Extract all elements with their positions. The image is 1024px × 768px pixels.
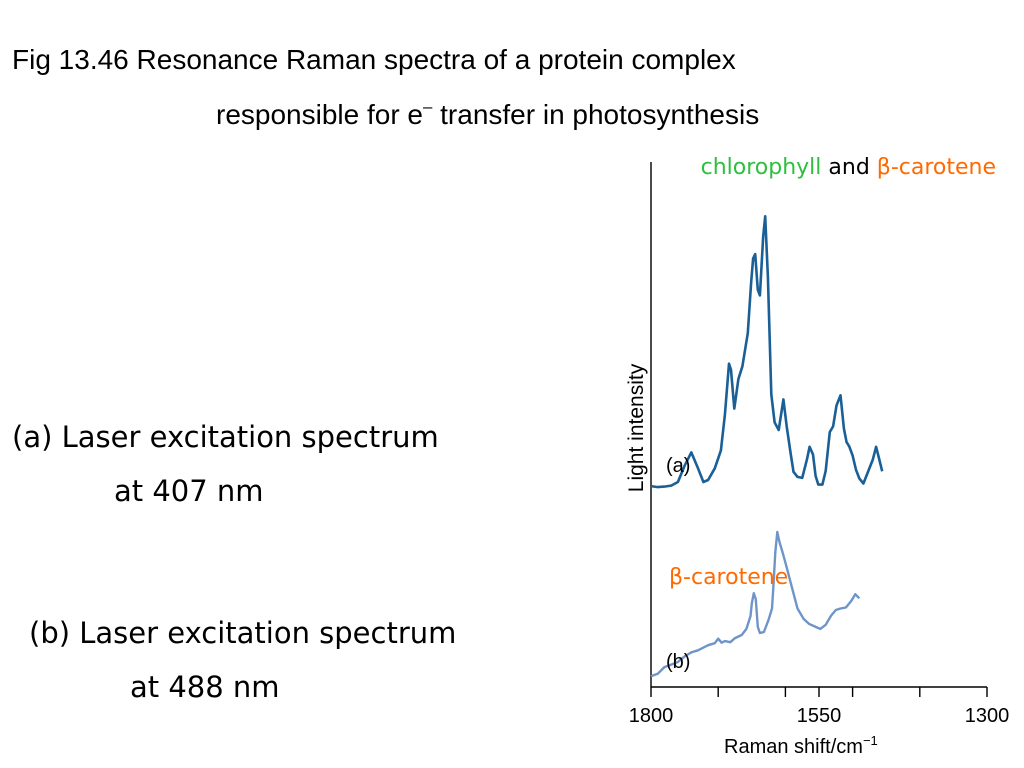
y-axis-label: Light intensity xyxy=(625,363,648,492)
caption-a-line-2: at 407 nm xyxy=(114,474,264,508)
x-axis-label: Raman shift/cm−1 xyxy=(724,733,878,758)
title-electron-superscript: – xyxy=(423,97,433,116)
figure-title-line-2: responsible for e– transfer in photosynt… xyxy=(216,97,759,131)
x-axis-label-text: Raman shift/cm xyxy=(724,736,863,758)
x-tick-label-1300: 1300 xyxy=(965,705,1010,727)
annotation-beta-carotene-mid: β-carotene xyxy=(669,565,788,590)
annotation-space-1 xyxy=(821,155,828,180)
x-axis-label-superscript: −1 xyxy=(863,733,878,748)
top-annotation: chlorophyll and β-carotene xyxy=(701,155,996,180)
figure-title-line-1: Fig 13.46 Resonance Raman spectra of a p… xyxy=(12,44,736,75)
annotation-chlorophyll: chlorophyll xyxy=(701,155,822,180)
caption-b-line-1: (b) Laser excitation spectrum xyxy=(29,616,457,650)
caption-a-line-1: (a) Laser excitation spectrum xyxy=(12,420,439,454)
series-a-label: (a) xyxy=(666,455,690,477)
title-line-2-prefix: responsible for e xyxy=(216,98,424,130)
annotation-beta-carotene-top: β-carotene xyxy=(877,155,996,180)
series-a-line xyxy=(650,215,884,489)
series-b-line xyxy=(650,530,861,678)
x-tick-label-1800: 1800 xyxy=(629,705,674,727)
x-tick-label-1550: 1550 xyxy=(797,705,842,727)
series-b-label: (b) xyxy=(666,651,690,673)
annotation-and: and xyxy=(828,155,869,180)
caption-b-line-2: at 488 nm xyxy=(130,670,280,704)
annotation-space-2 xyxy=(870,155,877,180)
title-line-2-suffix: transfer in photosynthesis xyxy=(432,98,760,130)
